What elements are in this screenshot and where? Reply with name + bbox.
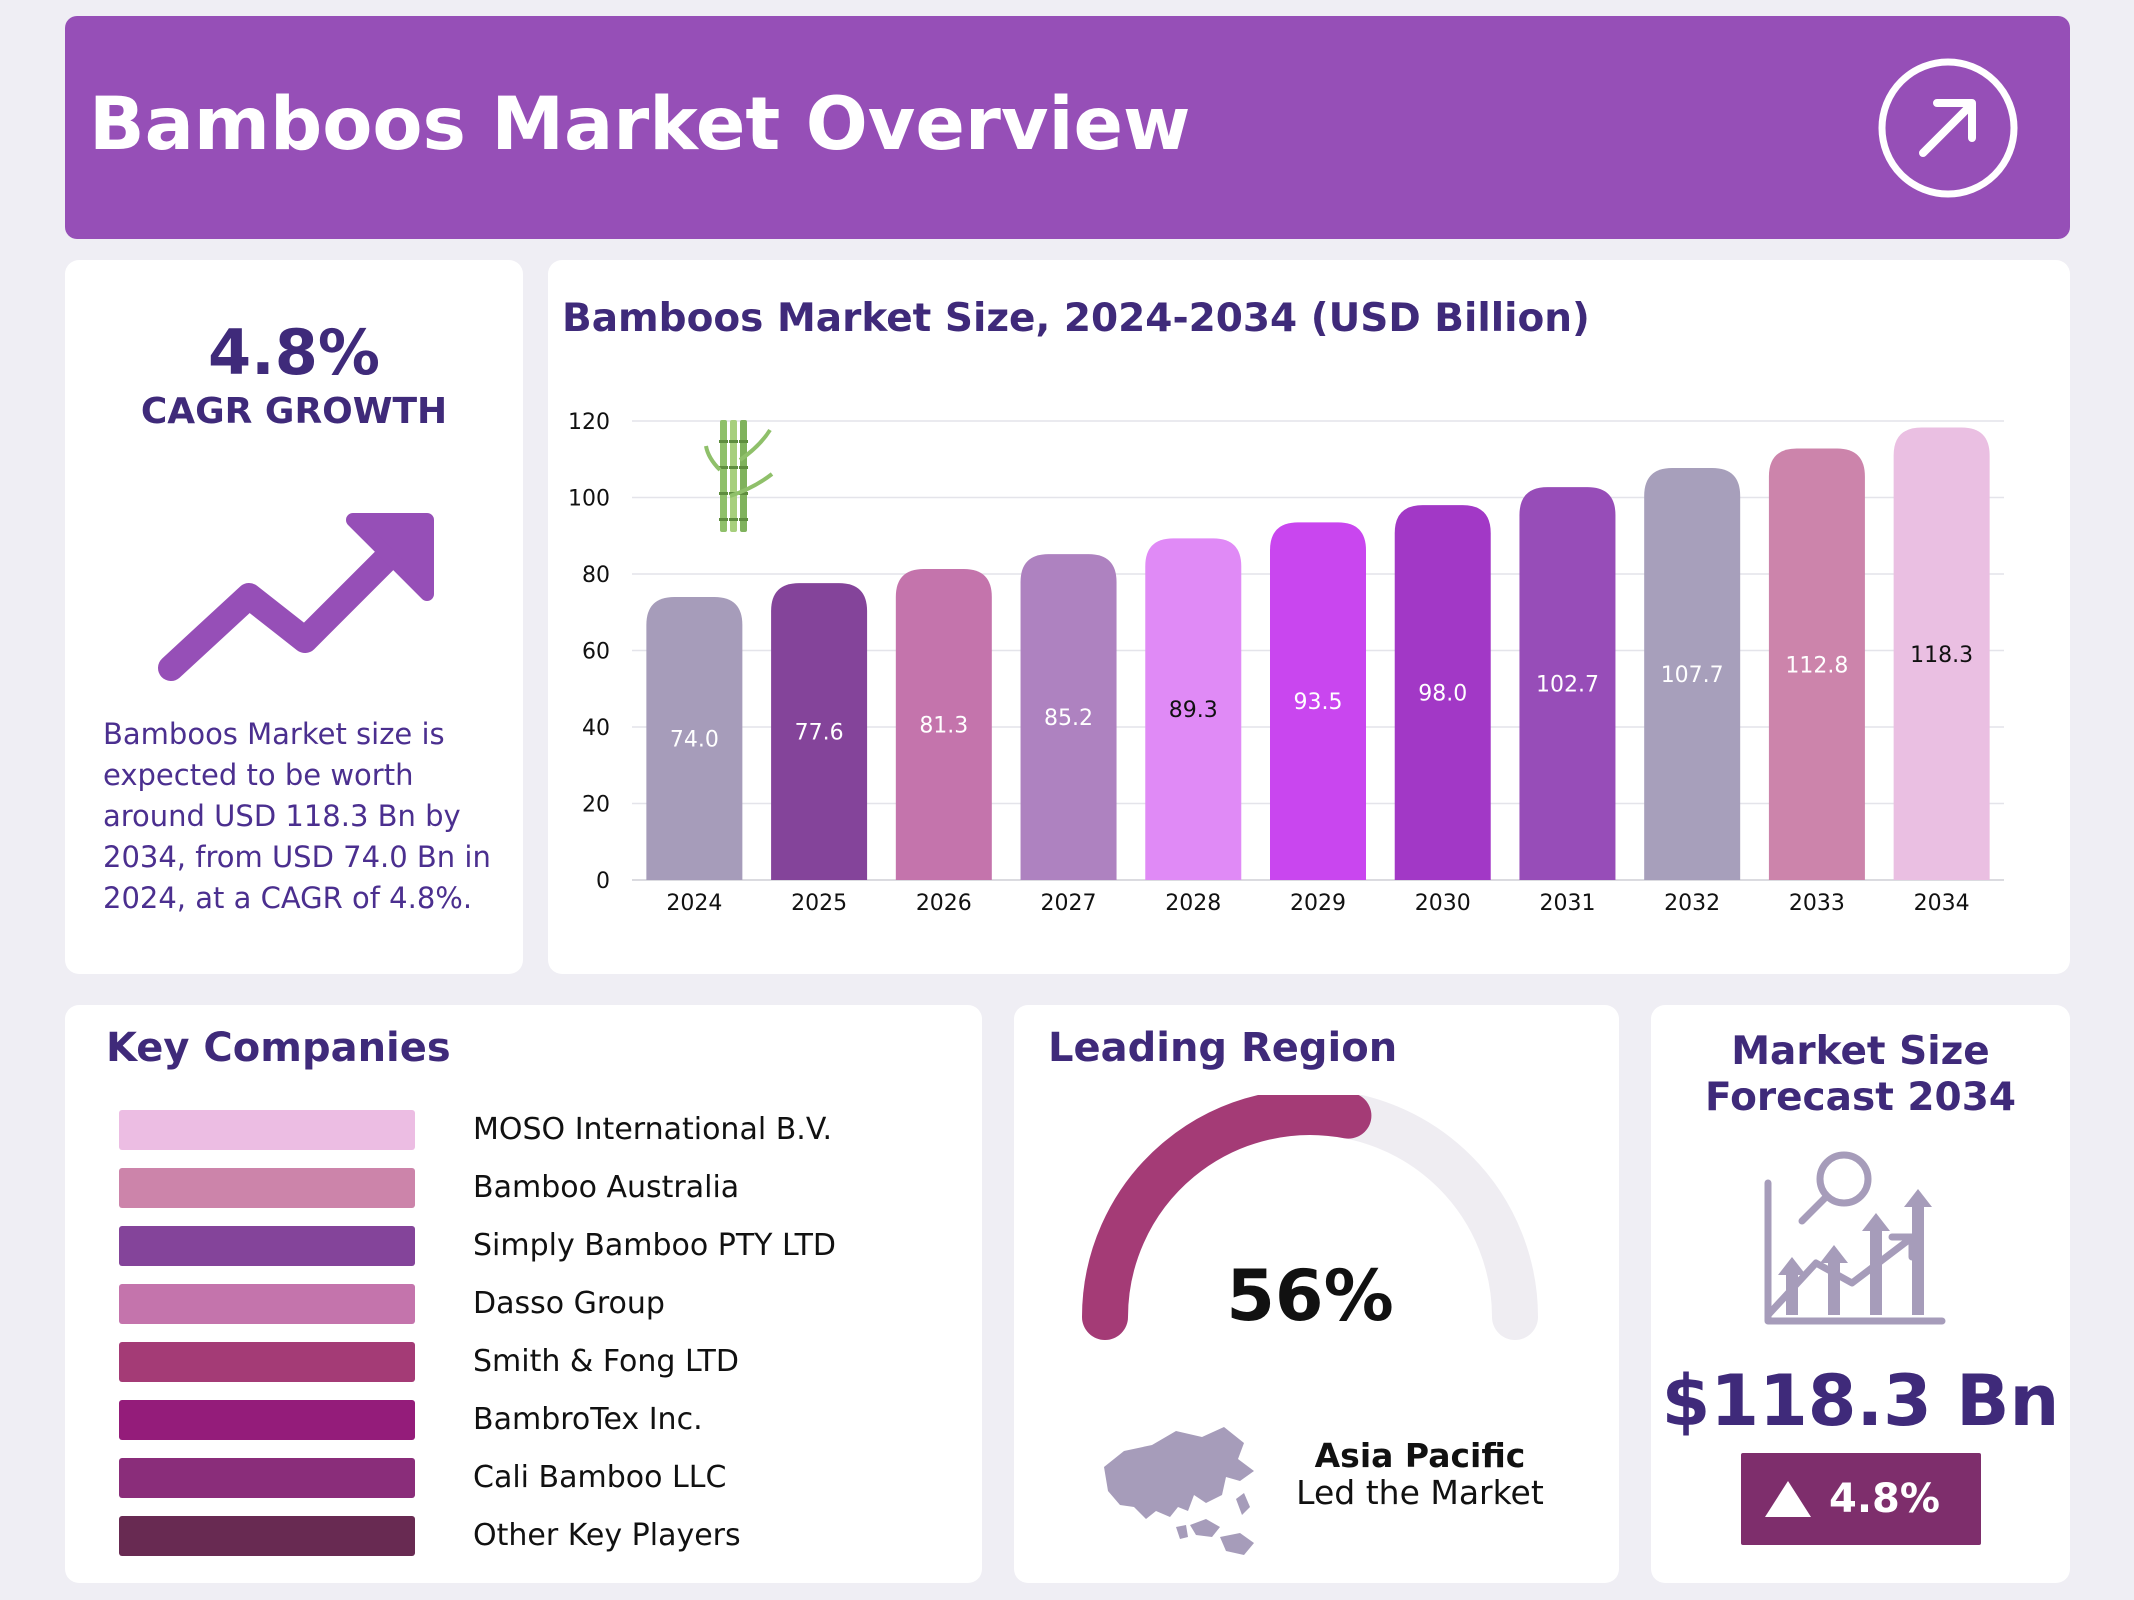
company-row: Cali Bamboo LLC [119, 1458, 939, 1500]
y-tick-label: 100 [568, 487, 610, 512]
asia-pacific-map-icon [1104, 1427, 1254, 1555]
company-name: Smith & Fong LTD [473, 1344, 739, 1379]
bar [1893, 427, 1990, 880]
company-name: MOSO International B.V. [473, 1112, 833, 1147]
company-row: Smith & Fong LTD [119, 1342, 939, 1384]
company-name: Cali Bamboo LLC [473, 1460, 727, 1495]
x-tick-label: 2025 [791, 891, 847, 916]
company-swatch [119, 1400, 415, 1440]
y-tick-label: 20 [582, 793, 610, 818]
forecast-card: Market Size Forecast 2034 $118.3 Bn 4.8% [1651, 1005, 2070, 1583]
cagr-label: CAGR GROWTH [140, 391, 448, 432]
company-name: Other Key Players [473, 1518, 741, 1553]
bar [1519, 487, 1616, 880]
bar-value-label: 77.6 [795, 721, 844, 746]
cagr-value: 4.8% [208, 316, 380, 389]
bar-value-label: 93.5 [1294, 690, 1343, 715]
bar [1270, 522, 1366, 880]
company-row: BambroTex Inc. [119, 1400, 939, 1442]
forecast-title: Market Size Forecast 2034 [1651, 1029, 2070, 1121]
forecast-value: $118.3 Bn [1661, 1360, 2060, 1442]
y-tick-label: 0 [596, 869, 610, 894]
company-row: Bamboo Australia [119, 1168, 939, 1210]
company-swatch [119, 1168, 415, 1208]
company-swatch [119, 1110, 415, 1150]
growth-value: 4.8% [1829, 1476, 1940, 1522]
y-tick-label: 40 [582, 716, 610, 741]
header-banner: Bamboos Market Overview [65, 16, 2070, 239]
bar [646, 596, 743, 880]
x-tick-label: 2032 [1664, 891, 1720, 916]
y-tick-label: 120 [568, 410, 610, 435]
company-row: Other Key Players [119, 1516, 939, 1558]
bar [1020, 554, 1117, 880]
bar-value-label: 118.3 [1910, 643, 1973, 668]
x-tick-label: 2031 [1539, 891, 1595, 916]
arrow-up-right-circle-icon[interactable] [1875, 55, 2021, 201]
bar-value-label: 81.3 [919, 714, 968, 739]
x-tick-label: 2030 [1415, 891, 1471, 916]
triangle-up-icon [1765, 1481, 1811, 1517]
company-row: Simply Bamboo PTY LTD [119, 1226, 939, 1268]
bar [1644, 468, 1741, 880]
bar-value-label: 85.2 [1044, 706, 1093, 731]
y-tick-label: 80 [582, 563, 610, 588]
trend-up-arrow-icon [158, 513, 434, 681]
company-swatch [119, 1342, 415, 1382]
gauge-fill [1082, 1095, 1372, 1340]
company-swatch [119, 1458, 415, 1498]
bar-chart: 0 20 40 60 80 100 120 74.0 2024 77.6 2025 81.3 2026… [568, 410, 2004, 916]
x-tick-label: 2024 [666, 891, 722, 916]
region-subtitle: Led the Market [1296, 1473, 1544, 1512]
chart-card: Bamboos Market Size, 2024-2034 (USD Bill… [548, 260, 2070, 974]
gauge-value: 56% [1226, 1255, 1394, 1337]
company-name: Bamboo Australia [473, 1170, 740, 1205]
bar [771, 583, 868, 880]
bar-value-label: 89.3 [1169, 698, 1218, 723]
bar [895, 569, 992, 880]
bar [1394, 505, 1491, 880]
bar [1768, 448, 1865, 880]
company-row: MOSO International B.V. [119, 1110, 939, 1152]
bar-value-label: 112.8 [1785, 653, 1848, 678]
companies-card: Key Companies MOSO International B.V. Bam… [65, 1005, 982, 1583]
bamboo-icon [704, 420, 774, 532]
region-gauge [1082, 1095, 1538, 1340]
company-swatch [119, 1284, 415, 1324]
x-tick-label: 2026 [916, 891, 972, 916]
region-title: Leading Region [1048, 1025, 1398, 1071]
bar-value-label: 102.7 [1536, 673, 1599, 698]
bar-value-label: 74.0 [670, 727, 719, 752]
x-tick-label: 2029 [1290, 891, 1346, 916]
company-name: BambroTex Inc. [473, 1402, 703, 1437]
x-tick-label: 2033 [1789, 891, 1845, 916]
cagr-card: 4.8% CAGR GROWTH Bamboos Market size is … [65, 260, 523, 974]
bar-value-label: 98.0 [1418, 682, 1467, 707]
cagr-description: Bamboos Market size is expected to be wo… [103, 717, 491, 915]
growth-chart-magnifier-icon [1764, 1151, 1946, 1325]
company-name: Dasso Group [473, 1286, 665, 1321]
page-title: Bamboos Market Overview [89, 82, 1191, 167]
region-name: Asia Pacific [1314, 1436, 1526, 1475]
companies-title: Key Companies [106, 1025, 451, 1071]
forecast-title-line1: Market Size [1731, 1029, 1990, 1074]
company-swatch [119, 1516, 415, 1556]
company-row: Dasso Group [119, 1284, 939, 1326]
bar [1145, 538, 1242, 880]
chart-title: Bamboos Market Size, 2024-2034 (USD Bill… [562, 296, 1590, 341]
y-tick-label: 60 [582, 640, 610, 665]
region-card: Leading Region 56% Asia Pacific Led the … [1014, 1005, 1619, 1583]
company-swatch [119, 1226, 415, 1266]
growth-badge: 4.8% [1741, 1453, 1981, 1545]
forecast-title-line2: Forecast 2034 [1705, 1075, 2016, 1120]
company-name: Simply Bamboo PTY LTD [473, 1228, 837, 1263]
x-tick-label: 2034 [1914, 891, 1970, 916]
bar-value-label: 107.7 [1661, 663, 1724, 688]
x-tick-label: 2028 [1165, 891, 1221, 916]
x-tick-label: 2027 [1041, 891, 1097, 916]
